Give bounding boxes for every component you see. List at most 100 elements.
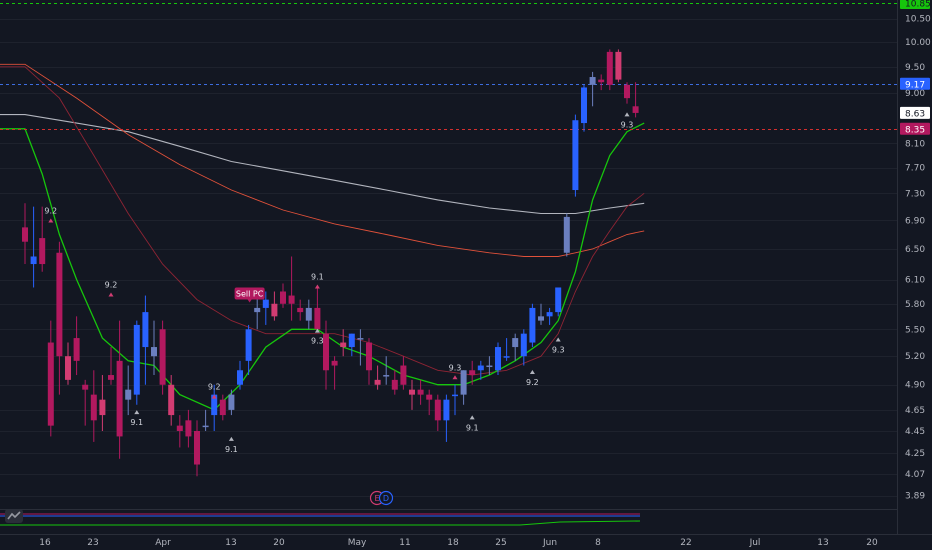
time-tick-label[interactable]: Apr <box>155 538 171 548</box>
time-tick-label[interactable]: 18 <box>447 538 459 548</box>
price-tags: 10.85 9.17 8.63 8.35 <box>900 0 931 135</box>
price-tick-label: 4.45 <box>905 427 925 437</box>
candle-body <box>443 399 450 421</box>
time-tick-label[interactable]: 20 <box>273 538 285 548</box>
candle-body <box>495 347 501 371</box>
candle-body <box>30 256 37 265</box>
candle-body <box>581 87 587 124</box>
sell-pc-badge-pointer <box>247 299 252 303</box>
candle-body <box>116 360 123 437</box>
sell-arrow-icon <box>108 292 114 297</box>
price-tick-label: 5.50 <box>905 325 925 335</box>
candle-body <box>374 379 381 385</box>
buy-arrow-icon <box>228 436 234 441</box>
candle-body <box>563 216 570 253</box>
price-tag-label: 8.35 <box>905 125 925 135</box>
candle-body <box>254 307 261 313</box>
signal-label: 9.3 <box>552 346 565 355</box>
candle-body <box>426 394 433 400</box>
sell-arrow-icon <box>314 284 320 289</box>
price-tick-label: 4.07 <box>905 470 925 480</box>
price-tag-label: 9.17 <box>905 80 925 90</box>
signal-label: 9.2 <box>105 280 118 289</box>
price-tick-label: 4.25 <box>905 449 925 459</box>
event-marker-label: D <box>383 494 389 503</box>
candle-body <box>409 389 415 395</box>
signal-annotations: 9.2 9.2 9.1 9.2 9.1 9.1 9.3 9.3 9.1 9.2 9.3 9.3 Sell… <box>44 112 633 454</box>
candle-body <box>159 329 166 385</box>
candle-body <box>176 425 183 431</box>
candle-body <box>125 389 132 400</box>
candle-body <box>237 370 243 385</box>
time-tick-label[interactable]: 16 <box>39 538 51 548</box>
price-tick-label: 3.89 <box>905 492 925 502</box>
price-tick-label: 7.30 <box>905 189 925 199</box>
price-tag-stop <box>900 122 930 135</box>
time-tick-label[interactable]: 22 <box>680 538 691 548</box>
candle-body <box>305 307 312 321</box>
candle-body <box>323 333 329 371</box>
buy-arrow-icon <box>529 370 535 375</box>
candle-body <box>555 287 562 313</box>
time-tick-label[interactable]: 13 <box>817 538 828 548</box>
candle-body <box>452 394 458 397</box>
candle-body <box>133 324 140 395</box>
price-tag-current <box>900 106 930 119</box>
price-tick-label: 5.80 <box>905 300 925 310</box>
candle-body <box>417 389 424 395</box>
time-tick-label[interactable]: 11 <box>399 538 410 548</box>
price-tag-last-high <box>900 77 930 90</box>
time-axis-ticks[interactable]: 16 23 Apr 13 20 May 11 18 25 Jun 8 22 Jul 13 20 <box>39 538 878 548</box>
candle-body <box>572 120 579 191</box>
candle-body <box>357 338 364 340</box>
candle-body <box>331 360 338 366</box>
candle-body <box>194 431 200 465</box>
candle-body <box>348 333 355 348</box>
buy-arrow-icon <box>555 337 561 342</box>
volume-pane: 0.00 <box>0 509 925 530</box>
buy-arrow-icon <box>314 328 320 333</box>
time-tick-label[interactable]: Jun <box>542 538 557 548</box>
signal-label: 9.1 <box>466 423 479 432</box>
sell-pc-badge <box>234 287 265 300</box>
candle-body <box>245 329 252 361</box>
time-tick-label[interactable]: Jul <box>749 538 761 548</box>
buy-arrow-icon <box>624 112 630 117</box>
tradingview-logo-icon[interactable] <box>5 509 23 523</box>
candle-body <box>486 365 493 368</box>
event-marker-label: E <box>374 494 379 503</box>
time-tick-label[interactable]: 20 <box>866 538 878 548</box>
sell-pc-badge-text: Sell PC <box>236 290 264 299</box>
candle-body <box>219 399 226 416</box>
candle-body <box>538 316 544 321</box>
grid-lines <box>0 19 897 497</box>
signal-label: 9.1 <box>130 418 143 427</box>
candle-body <box>598 79 605 83</box>
candle-body <box>185 420 192 437</box>
candle-body <box>211 394 218 416</box>
time-tick-label[interactable]: 25 <box>495 538 506 548</box>
candle-body <box>288 295 295 304</box>
candle-body <box>503 356 510 358</box>
dividend-marker[interactable] <box>378 490 394 506</box>
candle-body <box>22 227 28 242</box>
price-tag-target <box>900 0 930 9</box>
price-tick-label: 6.50 <box>905 245 925 255</box>
candle-body <box>56 252 63 357</box>
time-tick-label[interactable]: 8 <box>595 538 601 548</box>
candle-body <box>280 291 286 304</box>
price-axis-ticks: 3.89 4.07 4.25 4.45 4.65 4.90 5.20 5.50 5.80 6.10… <box>905 15 931 502</box>
candle-body <box>400 365 407 385</box>
sell-arrow-icon <box>48 218 54 223</box>
time-tick-label[interactable]: 13 <box>225 538 236 548</box>
signal-label: 9.3 <box>449 363 462 372</box>
ema-short-line <box>0 122 645 411</box>
time-tick-label[interactable]: 23 <box>87 538 98 548</box>
candle-body <box>168 384 175 416</box>
time-tick-label[interactable]: May <box>348 538 367 548</box>
signal-label: 9.1 <box>311 273 324 282</box>
price-tick-label: 8.10 <box>905 139 925 149</box>
ma-long-line <box>0 114 645 215</box>
